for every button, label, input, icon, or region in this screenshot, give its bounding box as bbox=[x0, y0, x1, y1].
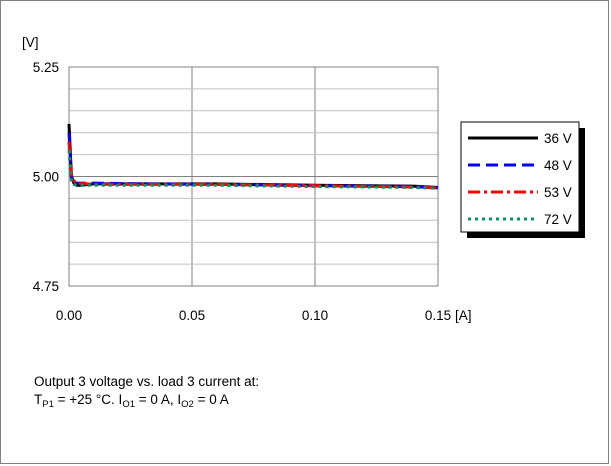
legend-label: 48 V bbox=[544, 158, 572, 173]
caption-t-rest: = +25 °C. I bbox=[53, 392, 123, 407]
legend-box bbox=[460, 121, 580, 233]
series-line-72v bbox=[67, 150, 439, 190]
x-tick-label: 0.05 bbox=[179, 308, 205, 323]
caption-t-sub: P1 bbox=[42, 399, 54, 410]
y-axis-unit: [V] bbox=[22, 35, 39, 50]
plot-area bbox=[68, 66, 439, 287]
tick-labels: 0.00 0.05 0.10 0.15 5.25 5.00 4.75 bbox=[33, 60, 451, 323]
caption-io1-rest: = 0 A, I bbox=[135, 392, 182, 407]
caption-io2-sub: O2 bbox=[181, 399, 194, 410]
x-axis-unit: [A] bbox=[455, 308, 472, 323]
x-tick-label: 0.00 bbox=[56, 308, 82, 323]
series-line-53v bbox=[67, 141, 439, 190]
legend-items: 36 V 48 V 53 V 72 V bbox=[468, 131, 572, 227]
y-tick-label: 5.00 bbox=[33, 170, 59, 185]
caption-io1-sub: O1 bbox=[122, 399, 135, 410]
caption-io2-rest: = 0 A bbox=[193, 392, 229, 407]
caption: Output 3 voltage vs. load 3 current at: … bbox=[34, 373, 259, 409]
series-layer bbox=[67, 123, 439, 190]
grid bbox=[69, 67, 438, 286]
y-tick-label: 5.25 bbox=[33, 60, 59, 75]
legend-label: 72 V bbox=[544, 212, 572, 227]
caption-line-2: TP1 = +25 °C. IO1 = 0 A, IO2 = 0 A bbox=[34, 391, 259, 409]
legend: 36 V 48 V 53 V 72 V bbox=[460, 121, 585, 238]
legend-label: 36 V bbox=[544, 131, 572, 146]
caption-line-1: Output 3 voltage vs. load 3 current at: bbox=[34, 374, 260, 389]
legend-label: 53 V bbox=[544, 185, 572, 200]
x-tick-label: 0.15 bbox=[425, 308, 451, 323]
caption-t: T bbox=[34, 392, 43, 407]
x-tick-label: 0.10 bbox=[302, 308, 328, 323]
series-line-48v bbox=[67, 132, 439, 190]
series-line-36v bbox=[67, 123, 439, 189]
y-tick-label: 4.75 bbox=[33, 279, 59, 294]
